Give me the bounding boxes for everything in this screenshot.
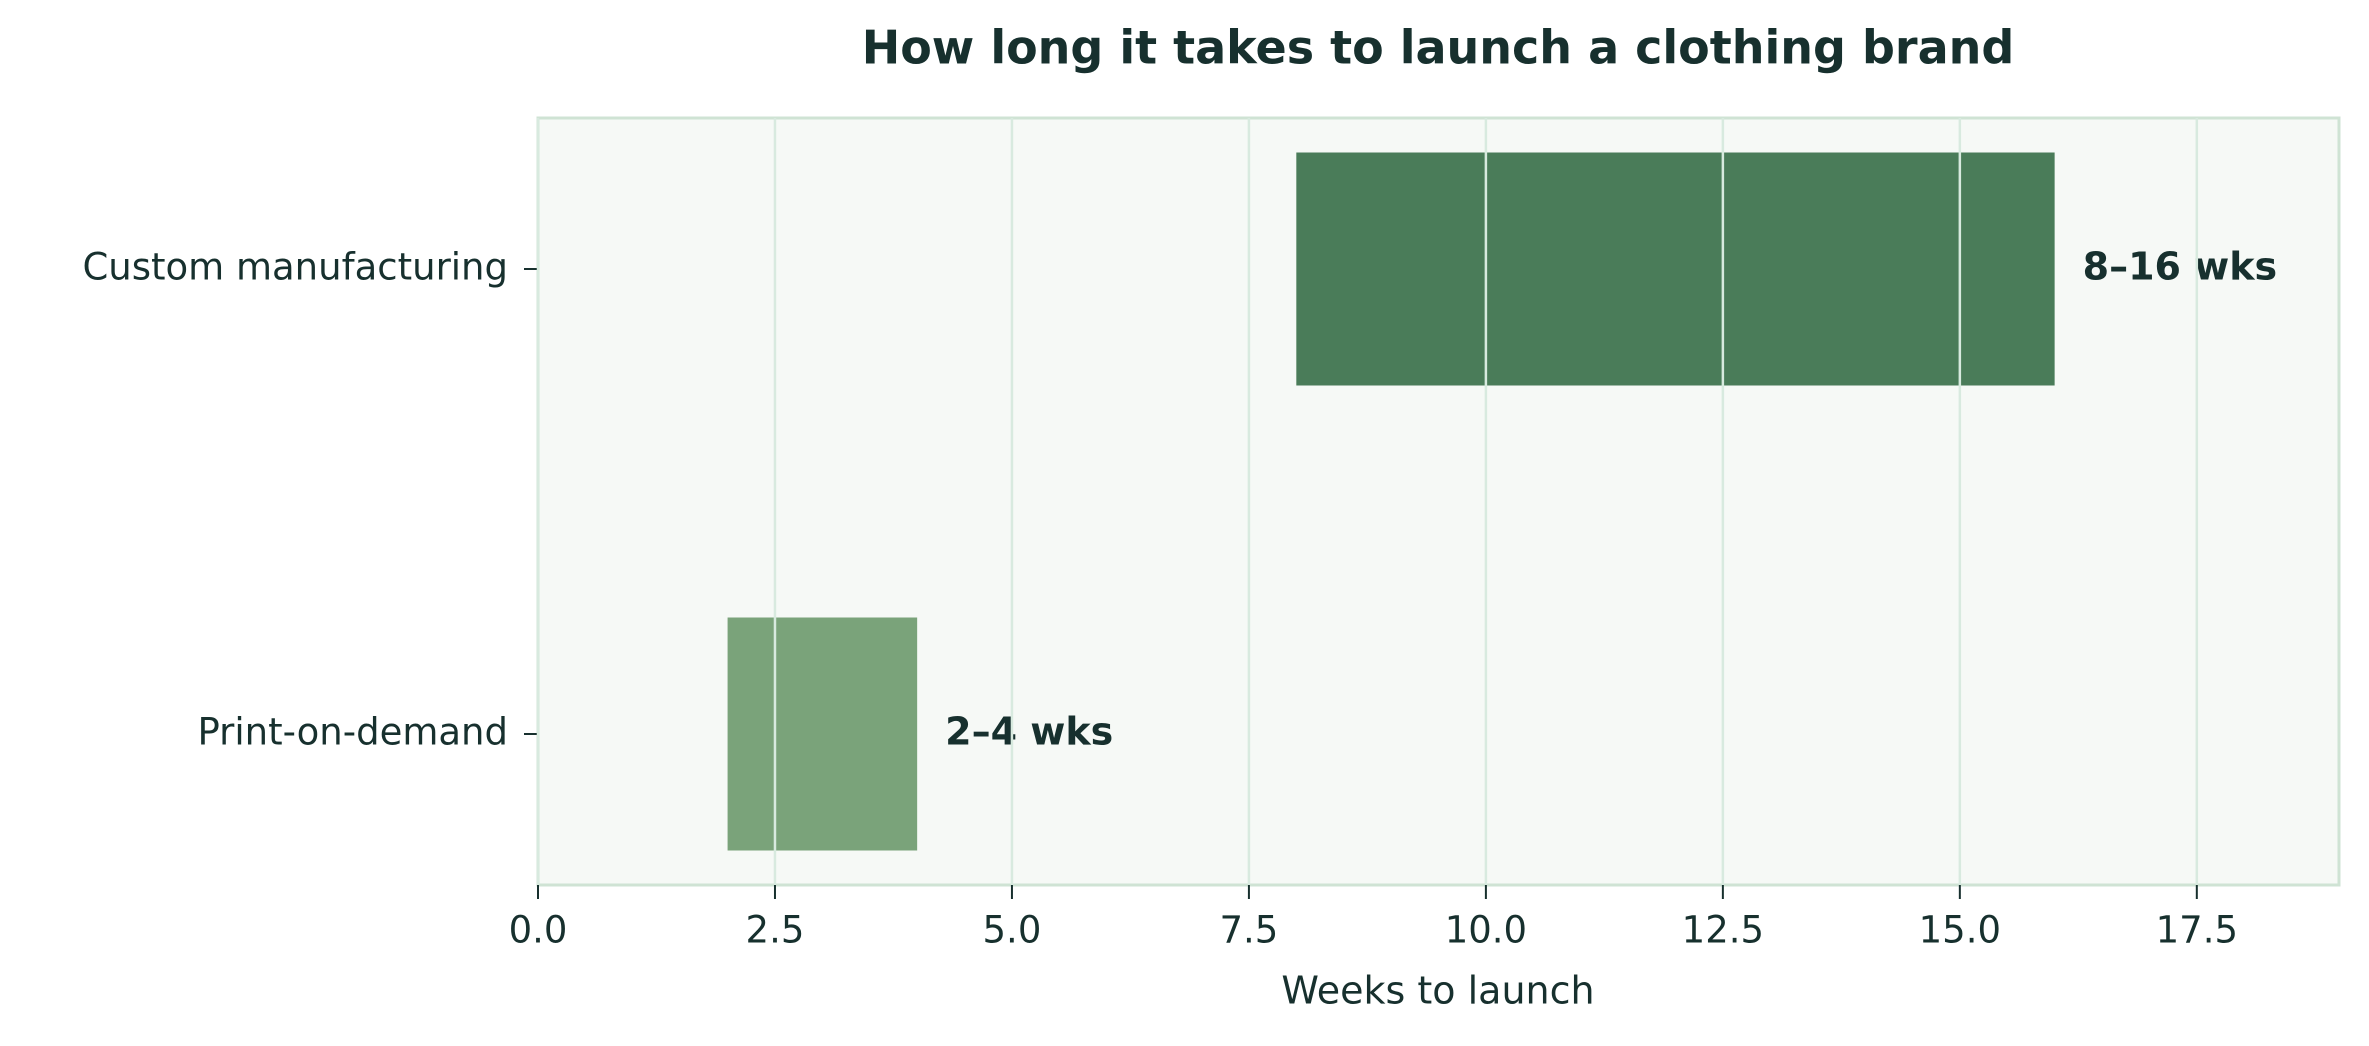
bar [727,617,918,851]
y-tick-label: Custom manufacturing [82,246,508,289]
x-axis-label: Weeks to launch [1281,969,1594,1013]
x-tick-label: 5.0 [983,909,1042,952]
x-tick-label: 7.5 [1219,909,1278,952]
x-tick-label: 15.0 [1919,909,2001,952]
chart-title: How long it takes to launch a clothing b… [862,21,2015,75]
x-tick-label: 12.5 [1682,909,1764,952]
x-tick-label: 2.5 [746,909,805,952]
bar [1296,152,2055,386]
x-tick-label: 10.0 [1445,909,1527,952]
y-tick-label: Print-on-demand [198,711,509,754]
value-label: 8–16 wks [2083,245,2278,289]
x-tick-label: 0.0 [509,909,568,952]
value-label: 2–4 wks [945,710,1113,754]
x-tick-label: 17.5 [2156,909,2238,952]
